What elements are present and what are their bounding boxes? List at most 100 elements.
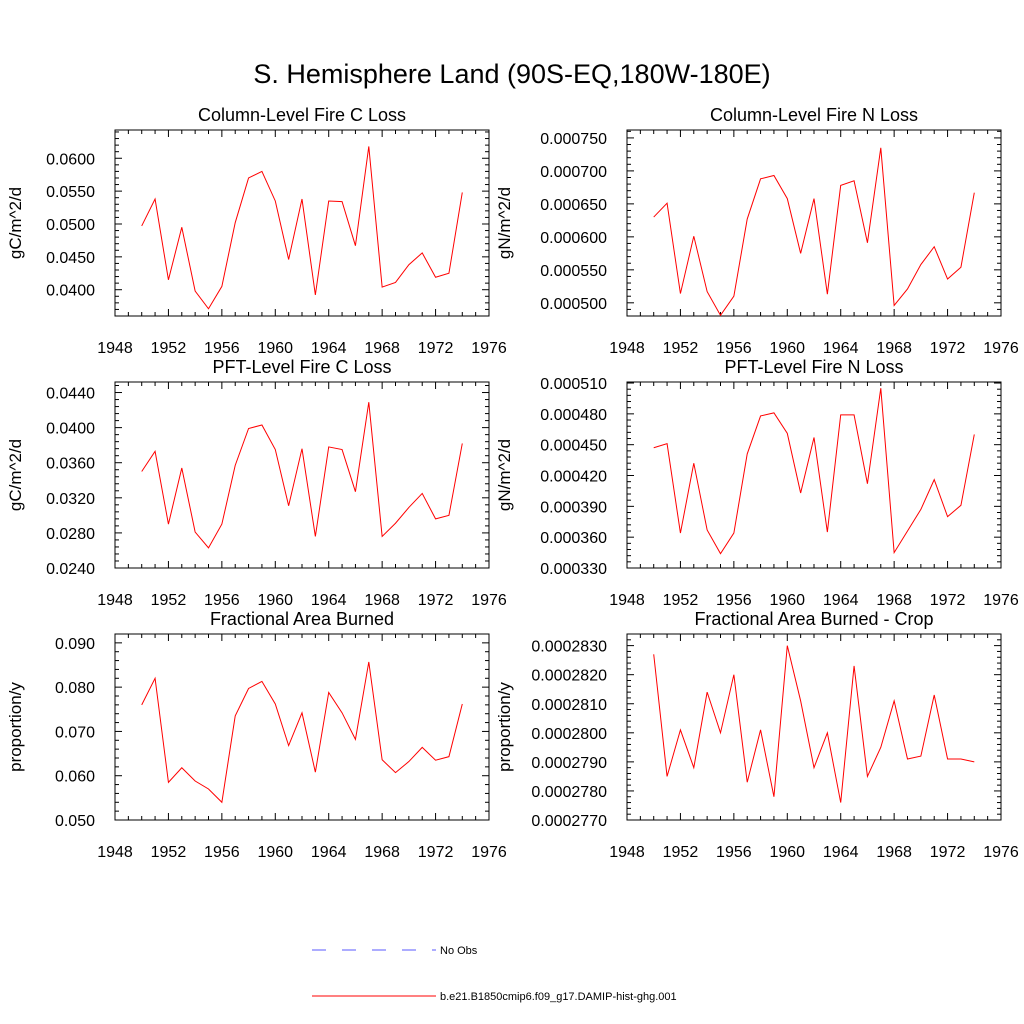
x-tick-label: 1960 [257, 844, 293, 861]
y-tick-label: 0.0400 [46, 283, 95, 300]
plot-frame [114, 633, 490, 821]
x-tick-label: 1976 [471, 844, 507, 861]
y-tick-label: 0.070 [55, 724, 95, 741]
x-tick-label: 1948 [97, 340, 133, 357]
series-line [141, 402, 463, 549]
x-tick-label: 1964 [311, 592, 347, 609]
y-tick-label: 0.060 [55, 769, 95, 786]
x-tick-label: 1972 [930, 592, 966, 609]
y-tick-label: 0.000450 [540, 438, 607, 455]
x-tick-label: 1972 [418, 592, 454, 609]
series-line [141, 661, 463, 804]
y-axis-label: proportion/y [6, 682, 25, 772]
x-tick-label: 1964 [823, 592, 859, 609]
panel-fractional-area-burned: Fractional Area Burned 1948 1952 1956 1960 19… [6, 609, 507, 861]
x-tick-label: 1952 [663, 844, 699, 861]
x-tick-label: 1964 [311, 844, 347, 861]
panel-title: PFT-Level Fire C Loss [212, 357, 391, 377]
legend-obs-label: No Obs [440, 945, 478, 957]
y-axis-label: gN/m^2/d [495, 439, 514, 511]
y-tick-label: 0.000550 [540, 263, 607, 280]
x-tick-label: 1968 [876, 592, 912, 609]
x-tick-label: 1968 [364, 844, 400, 861]
y-tick-label: 0.0002810 [531, 697, 607, 714]
x-tick-label: 1964 [823, 340, 859, 357]
y-tick-label: 0.0002800 [531, 726, 607, 743]
x-tick-label: 1968 [364, 592, 400, 609]
x-tick-label: 1976 [471, 592, 507, 609]
x-tick-label: 1956 [716, 844, 752, 861]
x-tick-label: 1956 [716, 592, 752, 609]
x-tick-label: 1960 [769, 340, 805, 357]
x-tick-label: 1948 [609, 844, 645, 861]
x-tick-label: 1964 [823, 844, 859, 861]
x-tick-label: 1956 [204, 592, 240, 609]
x-tick-label: 1972 [418, 340, 454, 357]
legend: No Obs b.e21.B1850cmip6.f09_g17.DAMIP-hi… [312, 945, 677, 1003]
y-tick-label: 0.000700 [540, 164, 607, 181]
x-tick-label: 1976 [983, 592, 1019, 609]
x-tick-label: 1952 [151, 340, 187, 357]
y-tick-label: 0.050 [55, 813, 95, 830]
y-axis-label: gC/m^2/d [6, 439, 25, 511]
y-tick-label: 0.0600 [46, 151, 95, 168]
x-tick-label: 1956 [716, 340, 752, 357]
plot-frame [114, 129, 490, 317]
x-tick-label: 1960 [257, 592, 293, 609]
y-tick-label: 0.0002830 [531, 639, 607, 656]
x-tick-label: 1968 [364, 340, 400, 357]
panel-pft-fire-c-loss: PFT-Level Fire C Loss 1948 1952 1956 1960 196… [6, 357, 507, 609]
y-tick-label: 0.080 [55, 680, 95, 697]
y-tick-label: 0.0002780 [531, 784, 607, 801]
y-tick-label: 0.000500 [540, 296, 607, 313]
y-tick-label: 0.000650 [540, 197, 607, 214]
y-tick-label: 0.000390 [540, 499, 607, 516]
plot-frame [626, 381, 1002, 569]
figure-title: S. Hemisphere Land (90S-EQ,180W-180E) [253, 59, 770, 89]
series-line [653, 388, 975, 555]
y-tick-label: 0.0320 [46, 491, 95, 508]
x-tick-label: 1948 [97, 592, 133, 609]
y-tick-label: 0.0002790 [531, 755, 607, 772]
plot-frame [626, 129, 1002, 317]
x-tick-label: 1956 [204, 340, 240, 357]
x-tick-label: 1972 [930, 844, 966, 861]
y-tick-label: 0.000510 [540, 376, 607, 393]
x-tick-label: 1976 [471, 340, 507, 357]
y-tick-label: 0.0450 [46, 250, 95, 267]
x-tick-label: 1952 [151, 844, 187, 861]
x-tick-label: 1976 [983, 340, 1019, 357]
x-tick-label: 1952 [663, 592, 699, 609]
series-line [653, 147, 975, 317]
y-axis-label: gC/m^2/d [6, 187, 25, 259]
x-tick-label: 1948 [609, 592, 645, 609]
x-tick-label: 1976 [983, 844, 1019, 861]
plot-frame [114, 381, 490, 569]
y-tick-label: 0.0280 [46, 526, 95, 543]
y-tick-label: 0.000360 [540, 530, 607, 547]
x-tick-label: 1968 [876, 340, 912, 357]
x-tick-label: 1956 [204, 844, 240, 861]
x-tick-label: 1960 [257, 340, 293, 357]
y-tick-label: 0.0400 [46, 421, 95, 438]
y-axis-label: proportion/y [495, 682, 514, 772]
x-tick-label: 1948 [609, 340, 645, 357]
panel-fractional-area-burned-crop: Fractional Area Burned - Crop 1948 1952 195… [495, 609, 1019, 861]
x-tick-label: 1972 [930, 340, 966, 357]
panel-title: PFT-Level Fire N Loss [724, 357, 903, 377]
y-tick-label: 0.0440 [46, 386, 95, 403]
panel-title: Column-Level Fire N Loss [710, 105, 918, 125]
x-tick-label: 1968 [876, 844, 912, 861]
x-tick-label: 1948 [97, 844, 133, 861]
panel-pft-fire-n-loss: PFT-Level Fire N Loss 1948 1952 1956 1960 196… [495, 357, 1019, 609]
y-tick-label: 0.0360 [46, 456, 95, 473]
series-line [653, 645, 975, 803]
series-line [141, 146, 463, 310]
legend-model-label: b.e21.B1850cmip6.f09_g17.DAMIP-hist-ghg.… [440, 991, 677, 1003]
y-tick-label: 0.0550 [46, 184, 95, 201]
y-tick-label: 0.0240 [46, 561, 95, 578]
y-tick-label: 0.0002770 [531, 813, 607, 830]
panel-title: Fractional Area Burned [210, 609, 394, 629]
panel-title: Column-Level Fire C Loss [198, 105, 406, 125]
x-tick-label: 1960 [769, 592, 805, 609]
